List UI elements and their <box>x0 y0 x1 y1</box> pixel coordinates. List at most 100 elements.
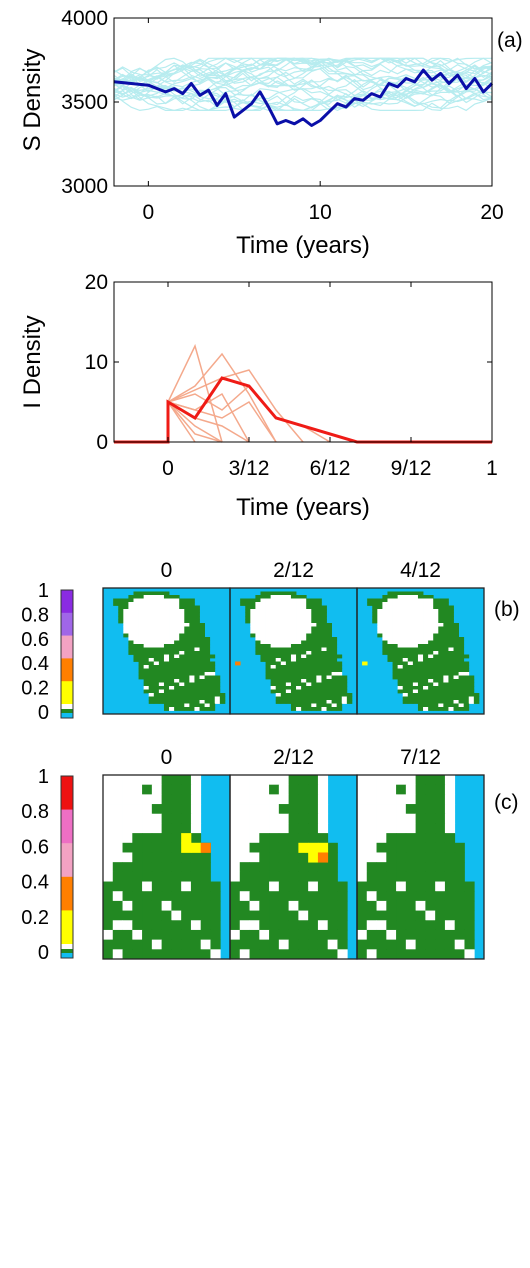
s-background-line <box>113 59 493 88</box>
map-cell <box>285 693 292 697</box>
map-cell <box>415 862 426 873</box>
map-cell <box>122 813 133 824</box>
map-cell <box>405 775 417 786</box>
map-cell <box>412 658 419 662</box>
map-cell <box>296 651 302 655</box>
map-cell <box>285 626 292 631</box>
map-cell <box>336 679 343 683</box>
map-cell <box>463 675 470 680</box>
map-cell <box>405 852 417 863</box>
map-cell <box>444 794 456 805</box>
map-cell <box>407 640 414 645</box>
map-cell <box>142 842 153 853</box>
map-cell <box>143 598 150 603</box>
map-cell <box>311 707 317 711</box>
map-cell <box>397 661 404 666</box>
map-cell <box>301 665 307 669</box>
colorbar-frame <box>60 589 74 719</box>
map-cell <box>341 682 348 687</box>
map-cell <box>142 920 153 931</box>
map-cell <box>407 644 414 648</box>
map-cell <box>415 852 426 863</box>
map-cell <box>311 661 317 666</box>
map-cell <box>397 682 404 687</box>
map-cell <box>285 675 292 680</box>
map-cell <box>405 804 417 815</box>
map-cell <box>448 658 454 662</box>
map-cell <box>210 949 221 960</box>
map-cell <box>317 910 329 921</box>
map-cell <box>453 675 459 680</box>
map-cell <box>181 939 192 950</box>
map-cell <box>331 672 338 676</box>
map-cell <box>163 693 170 697</box>
map-panel-title: 0 <box>161 559 173 582</box>
map-cell <box>255 619 261 624</box>
map-cell <box>169 665 175 669</box>
map-cell <box>438 689 444 694</box>
map-cell <box>417 591 424 596</box>
map-cell <box>189 651 195 655</box>
map-cell <box>163 696 170 701</box>
map-cell <box>417 651 424 655</box>
map-cell <box>250 612 256 617</box>
map-cell <box>194 696 200 701</box>
map-cell <box>396 881 407 892</box>
map-cell <box>143 682 150 687</box>
map-cell <box>148 665 155 669</box>
map-cell <box>407 598 414 603</box>
map-cell <box>407 630 414 634</box>
map-cell <box>366 794 377 805</box>
map-cell <box>255 626 261 631</box>
map-cell <box>425 920 436 931</box>
map-cell <box>142 794 153 805</box>
map-cell <box>153 591 160 596</box>
map-cell <box>230 891 241 902</box>
map-cell <box>417 658 424 662</box>
map-cell <box>382 598 388 603</box>
map-cell <box>133 609 139 613</box>
map-cell <box>407 665 414 669</box>
map-cell <box>112 842 123 853</box>
map-cell <box>428 654 434 659</box>
map-cell <box>161 900 172 911</box>
map-cell <box>382 626 388 631</box>
map-cell <box>423 668 429 673</box>
map-cell <box>128 644 134 648</box>
map-cell <box>153 609 160 613</box>
s-xlabel: Time (years) <box>236 232 370 259</box>
map-cell <box>412 626 419 631</box>
map-cell <box>392 640 399 645</box>
map-cell <box>143 647 150 652</box>
map-cell <box>317 891 329 902</box>
map-cell <box>278 920 290 931</box>
map-cell <box>386 929 397 941</box>
map-cell <box>171 833 182 844</box>
map-cell <box>433 682 439 687</box>
map-cell <box>306 647 312 652</box>
map-cell <box>143 633 150 638</box>
map-cell <box>189 658 195 662</box>
map-cell <box>148 700 155 704</box>
map-cell <box>143 672 150 676</box>
map-cell <box>366 823 377 834</box>
map-cell <box>153 595 160 599</box>
map-cell <box>412 672 419 676</box>
map-cell <box>275 602 282 606</box>
map-cell <box>133 626 139 631</box>
map-cell <box>133 598 139 603</box>
map-cell <box>250 598 256 603</box>
map-cell <box>269 813 280 824</box>
map-cell <box>285 686 292 690</box>
map-cell <box>463 700 470 704</box>
map-cell <box>316 682 322 687</box>
map-cell <box>161 823 172 834</box>
map-cell <box>425 862 436 873</box>
map-cell <box>103 784 114 795</box>
map-cell <box>153 644 160 648</box>
s-axes-box <box>113 17 493 187</box>
map-cell <box>179 689 185 694</box>
map-cell <box>458 686 465 690</box>
map-cell <box>161 891 172 902</box>
map-cell <box>405 871 417 882</box>
